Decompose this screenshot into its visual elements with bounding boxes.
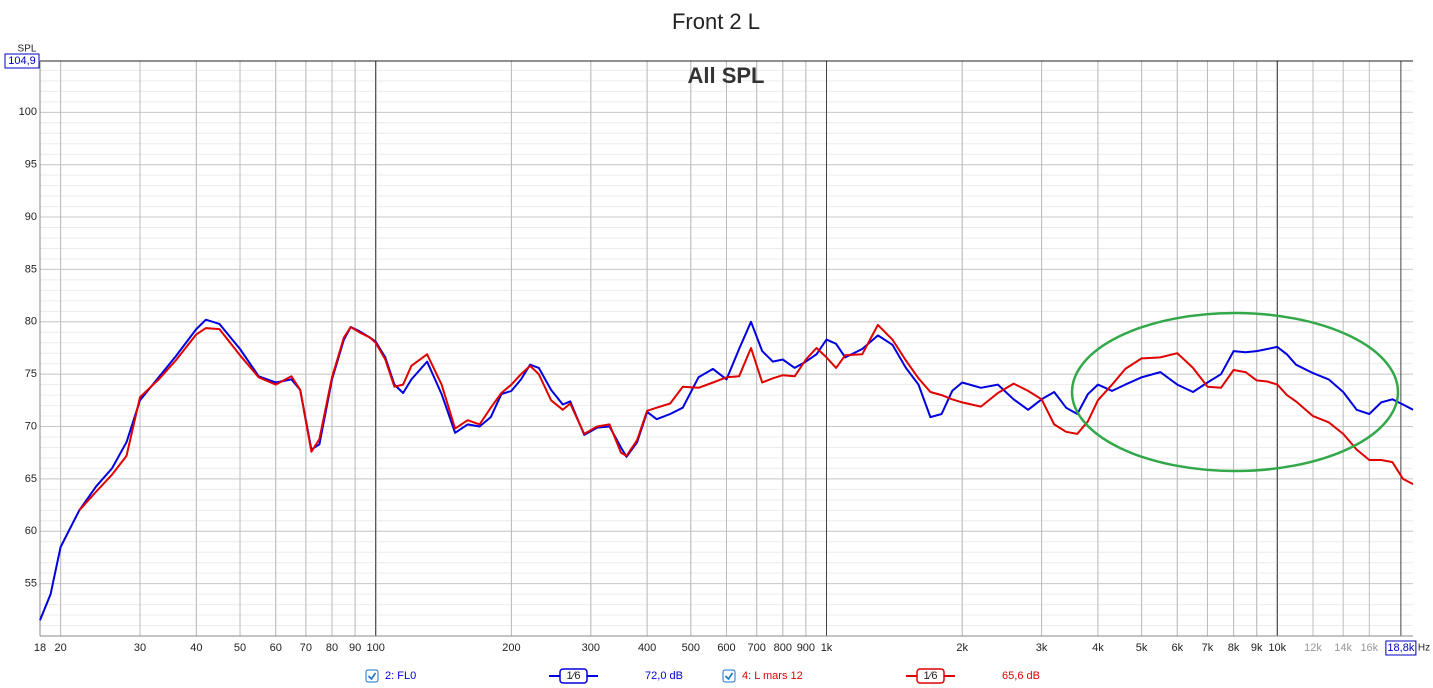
x-tick-label: 900 <box>797 642 815 654</box>
x-tick-label: 8k <box>1228 642 1240 654</box>
x-tick-label: 5k <box>1136 642 1148 654</box>
y-tick-label: 104,9 <box>8 55 36 67</box>
x-tick-label: 100 <box>367 642 385 654</box>
y-tick-label: 65 <box>25 473 37 485</box>
x-tick-label: 4k <box>1092 642 1104 654</box>
legend-checkbox[interactable] <box>365 669 379 683</box>
x-tick-label: 90 <box>349 642 361 654</box>
x-tick-label: 9k <box>1251 642 1263 654</box>
x-tick-label: 200 <box>502 642 520 654</box>
x-tick-label: 60 <box>270 642 282 654</box>
y-tick-label: 80 <box>25 316 37 328</box>
series-line <box>78 323 1414 511</box>
legend-smoothing-box[interactable] <box>559 668 588 684</box>
legend-name: 4: L mars 12 <box>742 670 803 682</box>
x-tick-label: 3k <box>1036 642 1048 654</box>
x-tick-label: 2k <box>956 642 968 654</box>
x-tick-label: 14k <box>1334 642 1352 654</box>
y-tick-label: 70 <box>25 420 37 432</box>
cursor-box <box>4 53 40 69</box>
legend-checkbox[interactable] <box>722 669 736 683</box>
x-tick-label: 18 <box>34 642 46 654</box>
legend-name: 2: FL0 <box>385 670 416 682</box>
y-tick-label: 85 <box>25 263 37 275</box>
x-tick-label: 700 <box>747 642 765 654</box>
x-tick-label: 30 <box>134 642 146 654</box>
x-tick-label: 20 <box>55 642 67 654</box>
legend: 2: FL0 1⁄6 72,0 dB 4: L mars 12 1⁄6 65,6 dB <box>365 668 1040 684</box>
legend-smoothing: 1⁄6 <box>566 670 580 682</box>
cursor-box <box>1385 640 1417 656</box>
x-tick-label: 7k <box>1202 642 1214 654</box>
y-axis-label: SPL <box>18 44 37 55</box>
y-tick-label: 100 <box>19 106 37 118</box>
y-tick-label: 95 <box>25 159 37 171</box>
y-tick-label: 90 <box>25 211 37 223</box>
grid: 55 60 65 70 75 80 85 90 95 100 104,9 18 20 30 40 50 60 70… <box>4 53 1417 656</box>
legend-check <box>724 672 734 681</box>
highlight-ellipse <box>1070 311 1400 473</box>
x-axis-unit: Hz <box>1418 643 1430 654</box>
x-tick-label: 300 <box>582 642 600 654</box>
legend-smoothing: 1⁄6 <box>923 670 937 682</box>
legend-smoothing-box[interactable] <box>916 668 945 684</box>
x-tick-label: 10k <box>1268 642 1286 654</box>
y-tick-label: 75 <box>25 368 37 380</box>
legend-level: 72,0 dB <box>645 670 683 682</box>
x-tick-label: 6k <box>1171 642 1183 654</box>
chart-title: Front 2 L <box>672 9 760 34</box>
x-tick-label: 16k <box>1360 642 1378 654</box>
x-tick-label: 70 <box>300 642 312 654</box>
x-tick-label: 500 <box>682 642 700 654</box>
legend-check <box>367 672 377 681</box>
x-tick-label: 600 <box>717 642 735 654</box>
x-tick-label: 1k <box>821 642 833 654</box>
x-tick-label: 40 <box>190 642 202 654</box>
plot-lines <box>39 318 1414 621</box>
x-tick-label: 400 <box>638 642 656 654</box>
chart-subtitle: All SPL <box>687 63 764 88</box>
y-tick-label: 55 <box>25 578 37 590</box>
legend-level: 65,6 dB <box>1002 670 1040 682</box>
x-tick-label: 80 <box>326 642 338 654</box>
x-tick-label: 18,8k <box>1387 642 1414 654</box>
x-tick-label: 800 <box>774 642 792 654</box>
y-tick-label: 60 <box>25 525 37 537</box>
x-tick-label: 50 <box>234 642 246 654</box>
x-tick-label: 12k <box>1304 642 1322 654</box>
